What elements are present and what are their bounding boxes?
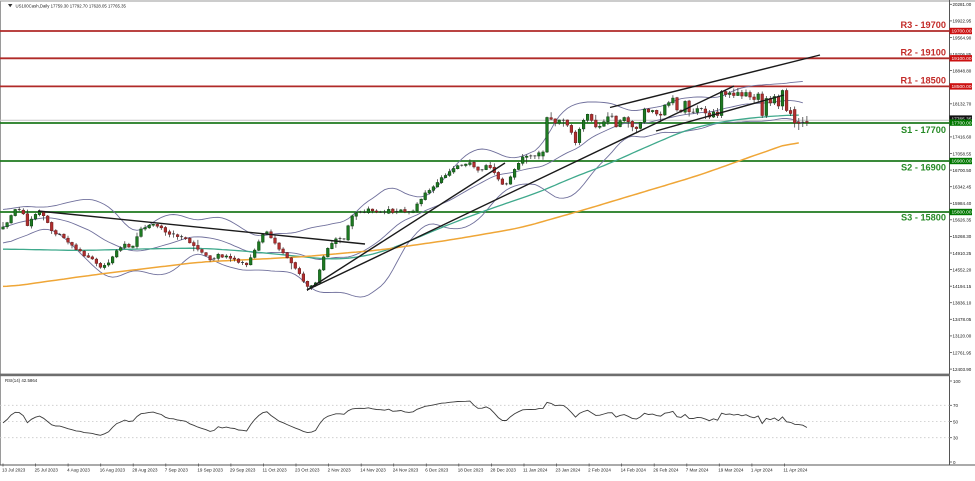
svg-text:16 Aug 2023: 16 Aug 2023 — [100, 468, 126, 473]
svg-text:13 Jul 2023: 13 Jul 2023 — [2, 468, 26, 473]
svg-text:18132.70: 18132.70 — [953, 102, 972, 107]
svg-text:13478.05: 13478.05 — [953, 317, 972, 322]
svg-text:4 Aug 2023: 4 Aug 2023 — [67, 468, 90, 473]
svg-text:29 Sep 2023: 29 Sep 2023 — [230, 468, 256, 473]
svg-text:14910.25: 14910.25 — [953, 251, 972, 256]
svg-text:15984.40: 15984.40 — [953, 201, 972, 206]
svg-text:70: 70 — [953, 403, 959, 408]
svg-text:19206.85: 19206.85 — [953, 52, 972, 57]
svg-text:0: 0 — [953, 460, 956, 465]
svg-text:19 Mar 2024: 19 Mar 2024 — [718, 468, 744, 473]
svg-text:19922.95: 19922.95 — [953, 19, 972, 24]
svg-text:6 Dec 2023: 6 Dec 2023 — [425, 468, 449, 473]
svg-text:23 Jan 2024: 23 Jan 2024 — [556, 468, 581, 473]
svg-text:20281.00: 20281.00 — [953, 2, 972, 7]
svg-text:18 Dec 2023: 18 Dec 2023 — [458, 468, 484, 473]
svg-text:14 Nov 2023: 14 Nov 2023 — [360, 468, 386, 473]
svg-text:2 Feb 2024: 2 Feb 2024 — [588, 468, 611, 473]
svg-text:19700.00: 19700.00 — [952, 29, 972, 35]
svg-text:11 Jan 2024: 11 Jan 2024 — [523, 468, 548, 473]
svg-text:S3 - 15800: S3 - 15800 — [901, 213, 946, 223]
svg-text:US100Cash,Daily 17759.30 1779: US100Cash,Daily 17759.30 17792.70 17628.… — [16, 4, 127, 9]
svg-text:17416.60: 17416.60 — [953, 135, 972, 140]
svg-text:7 Mar 2024: 7 Mar 2024 — [686, 468, 709, 473]
svg-text:28 Dec 2023: 28 Dec 2023 — [490, 468, 516, 473]
svg-text:30: 30 — [953, 436, 959, 441]
svg-text:13836.10: 13836.10 — [953, 301, 972, 306]
svg-text:12761.95: 12761.95 — [953, 350, 972, 355]
svg-text:1 Apr 2024: 1 Apr 2024 — [751, 468, 773, 473]
svg-text:17700.00: 17700.00 — [952, 120, 972, 126]
svg-text:50: 50 — [953, 419, 959, 424]
svg-text:15800.00: 15800.00 — [952, 210, 972, 216]
svg-text:23 Oct 2023: 23 Oct 2023 — [295, 468, 320, 473]
svg-text:18848.80: 18848.80 — [953, 68, 972, 73]
svg-text:RSI(14) 42.5864: RSI(14) 42.5864 — [5, 378, 38, 383]
svg-text:15268.30: 15268.30 — [953, 234, 972, 239]
svg-text:R2 - 19100: R2 - 19100 — [901, 47, 946, 57]
svg-text:17765.35: 17765.35 — [952, 116, 972, 122]
svg-text:100: 100 — [953, 379, 961, 384]
svg-text:16700.50: 16700.50 — [953, 168, 972, 173]
svg-text:26 Feb 2024: 26 Feb 2024 — [653, 468, 679, 473]
svg-text:S1 - 17700: S1 - 17700 — [901, 125, 946, 135]
svg-text:11 Apr 2024: 11 Apr 2024 — [783, 468, 807, 473]
svg-text:14552.20: 14552.20 — [953, 267, 972, 272]
svg-text:14194.15: 14194.15 — [953, 284, 972, 289]
svg-text:11 Oct 2023: 11 Oct 2023 — [263, 468, 288, 473]
svg-text:16900.00: 16900.00 — [952, 159, 972, 165]
svg-text:15626.35: 15626.35 — [953, 218, 972, 223]
svg-text:16342.45: 16342.45 — [953, 185, 972, 190]
svg-text:14 Feb 2024: 14 Feb 2024 — [621, 468, 647, 473]
svg-text:28 Aug 2023: 28 Aug 2023 — [132, 468, 158, 473]
svg-text:25 Jul 2023: 25 Jul 2023 — [35, 468, 59, 473]
svg-text:7 Sep 2023: 7 Sep 2023 — [165, 468, 189, 473]
svg-text:R1 - 18500: R1 - 18500 — [901, 75, 946, 85]
svg-text:19 Sep 2023: 19 Sep 2023 — [197, 468, 223, 473]
svg-text:17058.55: 17058.55 — [953, 151, 972, 156]
svg-text:S2 - 16900: S2 - 16900 — [901, 163, 946, 173]
svg-text:18500.00: 18500.00 — [952, 84, 972, 90]
svg-text:19100.00: 19100.00 — [952, 56, 972, 62]
svg-text:2 Nov 2023: 2 Nov 2023 — [328, 468, 352, 473]
svg-text:12403.90: 12403.90 — [953, 367, 972, 372]
svg-text:24 Nov 2023: 24 Nov 2023 — [393, 468, 419, 473]
svg-text:13120.00: 13120.00 — [953, 334, 972, 339]
svg-text:R3 - 19700: R3 - 19700 — [901, 20, 946, 30]
svg-text:19564.90: 19564.90 — [953, 35, 972, 40]
